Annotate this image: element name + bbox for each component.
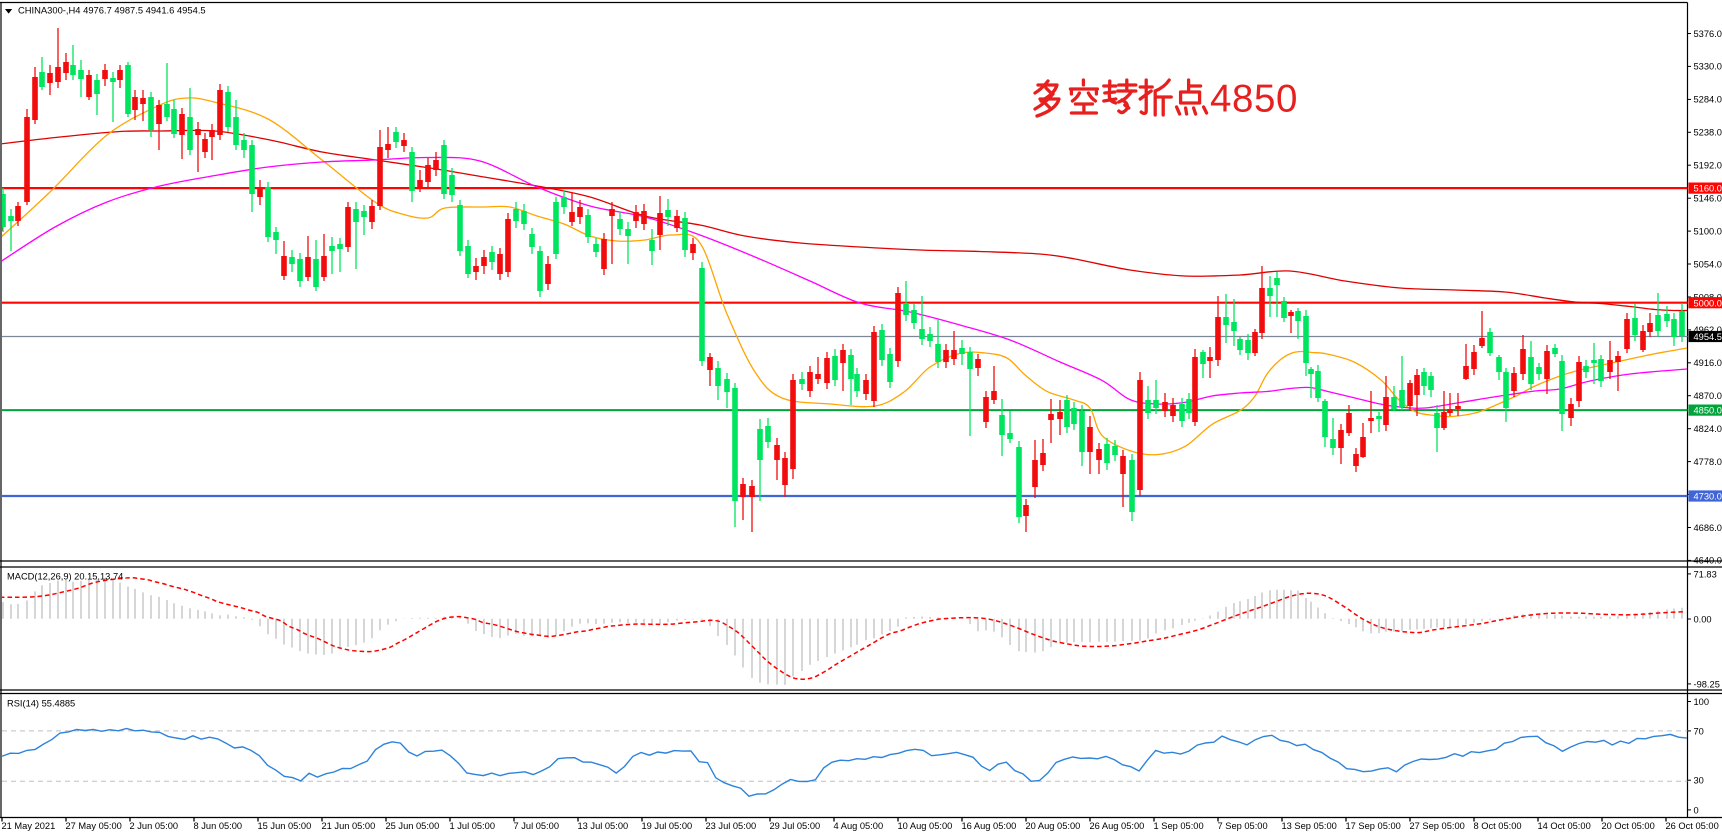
- svg-text:-98.25: -98.25: [1694, 679, 1720, 689]
- svg-text:27 Sep 05:00: 27 Sep 05:00: [1410, 821, 1465, 831]
- svg-text:16 Aug 05:00: 16 Aug 05:00: [962, 821, 1017, 831]
- svg-text:25 Jun 05:00: 25 Jun 05:00: [386, 821, 440, 831]
- svg-text:8 Oct 05:00: 8 Oct 05:00: [1474, 821, 1522, 831]
- svg-text:7 Sep 05:00: 7 Sep 05:00: [1218, 821, 1268, 831]
- svg-text:10 Aug 05:00: 10 Aug 05:00: [898, 821, 953, 831]
- svg-text:4 Aug 05:00: 4 Aug 05:00: [834, 821, 884, 831]
- svg-text:MACD(12,26,9) 20.15,13.74: MACD(12,26,9) 20.15,13.74: [7, 572, 123, 582]
- svg-text:100: 100: [1694, 697, 1710, 707]
- svg-text:71.83: 71.83: [1694, 569, 1717, 579]
- svg-text:13 Sep 05:00: 13 Sep 05:00: [1282, 821, 1337, 831]
- svg-text:5192.0: 5192.0: [1694, 161, 1722, 171]
- svg-text:20 Oct 05:00: 20 Oct 05:00: [1602, 821, 1655, 831]
- svg-text:5376.0: 5376.0: [1694, 29, 1722, 39]
- svg-text:17 Sep 05:00: 17 Sep 05:00: [1346, 821, 1401, 831]
- svg-text:CHINA300-,H4 4976.7 4987.5 49: CHINA300-,H4 4976.7 4987.5 4941.6 4954.5: [18, 5, 206, 16]
- svg-text:19 Jul 05:00: 19 Jul 05:00: [642, 821, 693, 831]
- svg-text:14 Oct 05:00: 14 Oct 05:00: [1538, 821, 1591, 831]
- svg-text:27 May 05:00: 27 May 05:00: [66, 821, 122, 831]
- svg-text:4686.0: 4686.0: [1694, 523, 1722, 533]
- svg-text:4850.0: 4850.0: [1694, 406, 1722, 416]
- svg-text:5160.0: 5160.0: [1694, 184, 1722, 194]
- svg-text:8 Jun 05:00: 8 Jun 05:00: [194, 821, 243, 831]
- svg-text:RSI(14) 55.4885: RSI(14) 55.4885: [7, 699, 75, 709]
- svg-text:21 Jun 05:00: 21 Jun 05:00: [322, 821, 376, 831]
- svg-text:30: 30: [1694, 776, 1704, 786]
- svg-text:15 Jun 05:00: 15 Jun 05:00: [258, 821, 312, 831]
- svg-text:5284.0: 5284.0: [1694, 95, 1722, 105]
- svg-text:5330.0: 5330.0: [1694, 62, 1722, 72]
- svg-text:1 Jul 05:00: 1 Jul 05:00: [450, 821, 496, 831]
- svg-text:13 Jul 05:00: 13 Jul 05:00: [578, 821, 629, 831]
- svg-text:5000.0: 5000.0: [1694, 298, 1722, 308]
- svg-text:70: 70: [1694, 726, 1704, 736]
- svg-text:1 Sep 05:00: 1 Sep 05:00: [1154, 821, 1204, 831]
- svg-text:4916.0: 4916.0: [1694, 358, 1722, 368]
- svg-text:2 Jun 05:00: 2 Jun 05:00: [130, 821, 179, 831]
- svg-text:0: 0: [1694, 805, 1699, 815]
- svg-text:21 May 2021: 21 May 2021: [2, 821, 56, 831]
- svg-text:4730.0: 4730.0: [1694, 492, 1722, 502]
- svg-text:29 Jul 05:00: 29 Jul 05:00: [770, 821, 821, 831]
- svg-text:4962.0: 4962.0: [1694, 325, 1722, 335]
- svg-text:26 Oct 05:00: 26 Oct 05:00: [1666, 821, 1719, 831]
- svg-text:4778.0: 4778.0: [1694, 457, 1722, 467]
- svg-text:4824.0: 4824.0: [1694, 424, 1722, 434]
- svg-text:0.00: 0.00: [1694, 615, 1712, 625]
- svg-text:4850: 4850: [1210, 78, 1298, 121]
- svg-text:5146.0: 5146.0: [1694, 194, 1722, 204]
- svg-text:20 Aug 05:00: 20 Aug 05:00: [1026, 821, 1081, 831]
- svg-text:4954.5: 4954.5: [1694, 332, 1722, 342]
- svg-text:5054.0: 5054.0: [1694, 259, 1722, 269]
- svg-text:26 Aug 05:00: 26 Aug 05:00: [1090, 821, 1145, 831]
- svg-text:4640.0: 4640.0: [1694, 556, 1722, 566]
- svg-text:4870.0: 4870.0: [1694, 391, 1722, 401]
- svg-text:7 Jul 05:00: 7 Jul 05:00: [514, 821, 560, 831]
- svg-text:23 Jul 05:00: 23 Jul 05:00: [706, 821, 757, 831]
- svg-text:5100.0: 5100.0: [1694, 226, 1722, 236]
- svg-text:5238.0: 5238.0: [1694, 128, 1722, 138]
